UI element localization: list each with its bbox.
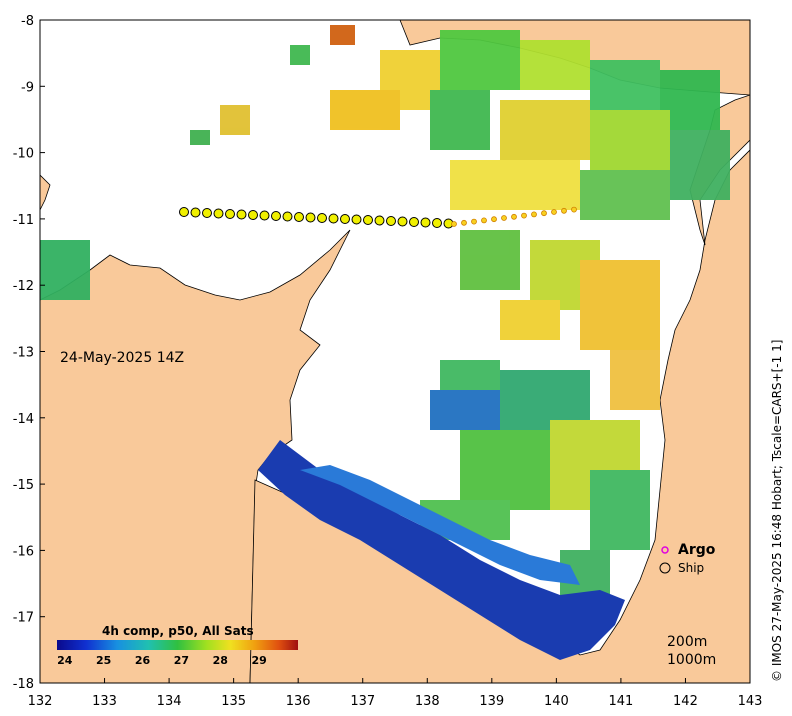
y-tick-label: -14 bbox=[13, 412, 34, 427]
x-tick-label: 137 bbox=[350, 694, 375, 709]
land-west bbox=[40, 174, 51, 211]
y-tick-label: -10 bbox=[13, 147, 34, 162]
colorbar-tick-label: 24 bbox=[57, 654, 73, 667]
sst-cool-coastal bbox=[258, 440, 625, 660]
ship-track-point bbox=[179, 207, 189, 217]
colorbar-title: 4h comp, p50, All Sats bbox=[102, 624, 254, 638]
ship-track-point-recent bbox=[511, 213, 517, 220]
ship-track-point bbox=[317, 213, 327, 223]
ship-track-point bbox=[374, 215, 385, 226]
ship-track-point-recent bbox=[541, 210, 547, 217]
x-tick-label: 136 bbox=[286, 694, 311, 709]
date-label: 24-May-2025 14Z bbox=[60, 350, 185, 366]
y-tick-label: -13 bbox=[13, 346, 34, 361]
ship-track-point bbox=[328, 213, 339, 224]
ship-track-point bbox=[409, 217, 419, 227]
argo-marker-icon bbox=[661, 546, 669, 554]
ship-track-point bbox=[294, 212, 304, 222]
credit-text: © IMOS 27-May-2025 16:48 Hobart; Tscale=… bbox=[770, 339, 784, 682]
sst-patches-north bbox=[40, 25, 730, 300]
ship-marker-icon bbox=[659, 562, 671, 574]
x-tick-label: 141 bbox=[608, 694, 633, 709]
ship-track-point-recent bbox=[461, 219, 467, 226]
x-tick-label: 142 bbox=[673, 694, 698, 709]
y-axis: -8 -9 -10 -11 -12 -13 -14 -15 -16 -17 -18 bbox=[13, 14, 45, 692]
x-tick-label: 133 bbox=[92, 694, 117, 709]
ship-track-point bbox=[259, 210, 270, 221]
x-tick-label: 143 bbox=[738, 694, 763, 709]
ship-track-point-recent bbox=[501, 215, 507, 221]
x-tick-label: 135 bbox=[221, 694, 246, 709]
ship-track-point bbox=[432, 218, 442, 228]
x-tick-label: 140 bbox=[544, 694, 569, 709]
colorbar-tick-label: 26 bbox=[134, 654, 151, 667]
y-tick-label: -8 bbox=[21, 14, 34, 29]
colorbar-tick-label: 27 bbox=[173, 654, 190, 667]
x-axis: 132 133 134 135 136 137 138 139 140 141 142 143 bbox=[28, 678, 763, 709]
ship-track-point-recent bbox=[471, 218, 477, 225]
ship-track-point bbox=[225, 209, 235, 219]
depth-contour-200-label: 200m bbox=[667, 634, 708, 650]
ship-track-point bbox=[248, 210, 258, 220]
ship-track-point-recent bbox=[561, 207, 567, 214]
ship-track-point-recent bbox=[551, 209, 557, 215]
x-tick-label: 138 bbox=[415, 694, 440, 709]
y-tick-label: -16 bbox=[13, 544, 34, 559]
legend-argo-label: Argo bbox=[678, 542, 716, 558]
sst-patches-central bbox=[420, 230, 660, 610]
y-tick-label: -17 bbox=[13, 611, 34, 626]
ship-track-point bbox=[397, 216, 408, 227]
ship-track bbox=[179, 206, 577, 229]
ship-track-point-recent bbox=[531, 211, 537, 218]
y-tick-label: -12 bbox=[13, 279, 34, 294]
ship-track-point bbox=[351, 214, 362, 225]
y-tick-label: -11 bbox=[13, 213, 34, 228]
ship-track-point bbox=[386, 216, 396, 226]
ship-track-point-recent bbox=[521, 212, 527, 219]
ship-track-point bbox=[213, 208, 224, 219]
ship-track-point bbox=[282, 211, 293, 222]
x-tick-label: 139 bbox=[479, 694, 504, 709]
colorbar bbox=[57, 640, 298, 650]
ship-track-point bbox=[202, 208, 212, 218]
ship-track-point bbox=[340, 214, 350, 224]
ship-track-point bbox=[190, 207, 201, 218]
x-tick-label: 134 bbox=[157, 694, 182, 709]
y-tick-label: -18 bbox=[13, 677, 34, 692]
ship-track-point-recent bbox=[491, 216, 497, 223]
ship-track-point bbox=[363, 215, 373, 225]
sst-cool-inner bbox=[300, 465, 580, 585]
ship-track-point bbox=[420, 217, 431, 228]
colorbar-tick-label: 25 bbox=[95, 654, 112, 667]
ship-track-point bbox=[236, 209, 247, 220]
ship-track-point-recent bbox=[451, 221, 457, 227]
ship-track-point bbox=[271, 211, 281, 221]
y-tick-label: -9 bbox=[21, 80, 34, 95]
x-tick-label: 132 bbox=[28, 694, 53, 709]
ship-track-point bbox=[305, 212, 316, 223]
legend-ship-label: Ship bbox=[678, 561, 705, 575]
y-tick-label: -15 bbox=[13, 478, 34, 493]
ship-track-point-recent bbox=[571, 206, 577, 213]
colorbar-tick-label: 29 bbox=[251, 654, 267, 667]
depth-contour-1000-label: 1000m bbox=[667, 652, 717, 668]
ship-track-point-recent bbox=[481, 217, 487, 224]
colorbar-tick-label: 28 bbox=[212, 654, 228, 667]
